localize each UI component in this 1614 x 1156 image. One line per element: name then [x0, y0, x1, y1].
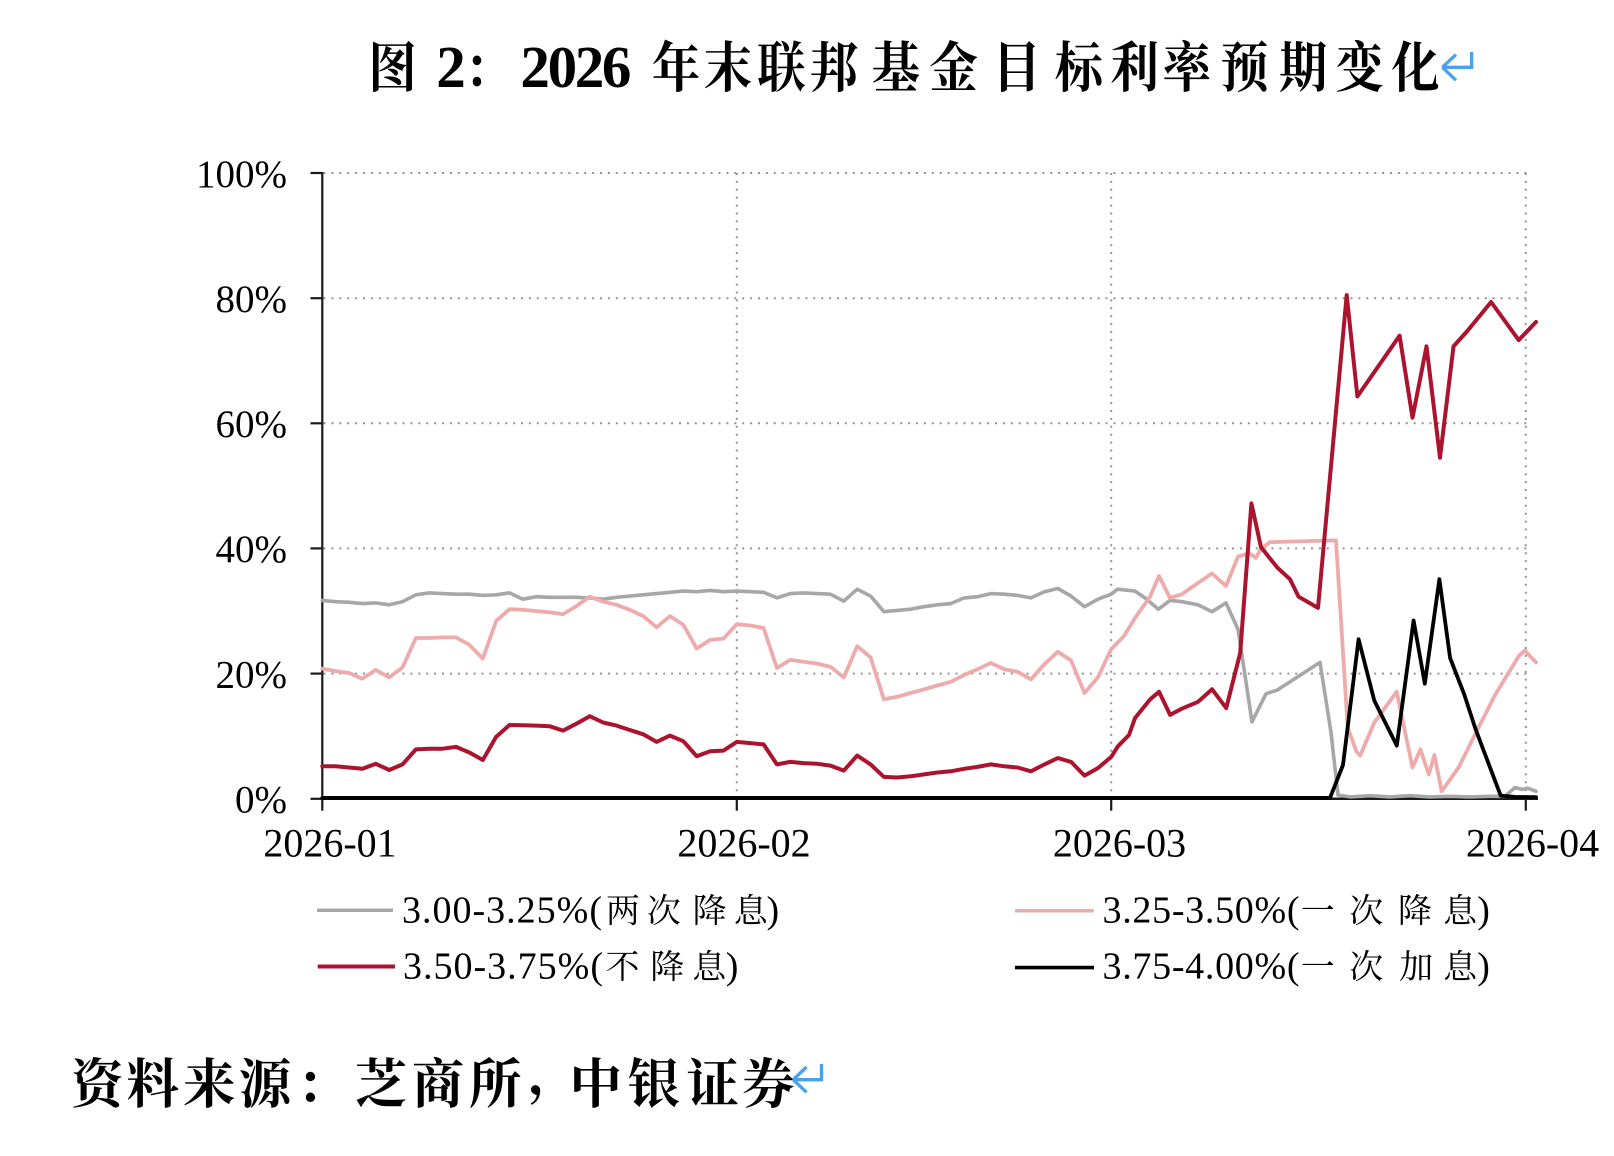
- svg-text:2026-03: 2026-03: [1053, 821, 1186, 866]
- svg-text:2: 2: [436, 34, 466, 100]
- svg-text:): ): [767, 890, 780, 932]
- svg-text:3.00-3.25%(: 3.00-3.25%(: [402, 890, 602, 932]
- svg-text:3.75-4.00%(: 3.75-4.00%(: [1103, 946, 1300, 988]
- svg-text:2026-02: 2026-02: [677, 821, 810, 866]
- svg-text:60%: 60%: [216, 403, 288, 446]
- svg-text:2026: 2026: [520, 34, 631, 100]
- svg-text:20%: 20%: [216, 653, 288, 696]
- svg-text:100%: 100%: [196, 153, 287, 196]
- svg-text:2026-04: 2026-04: [1466, 821, 1599, 866]
- svg-text:80%: 80%: [216, 278, 288, 321]
- svg-text:): ): [1477, 890, 1490, 932]
- svg-text:): ): [1477, 946, 1490, 988]
- svg-text:0%: 0%: [235, 779, 287, 822]
- svg-text:3.50-3.75%(: 3.50-3.75%(: [403, 946, 603, 988]
- svg-text:40%: 40%: [216, 528, 288, 571]
- svg-text:2026-01: 2026-01: [263, 821, 396, 866]
- svg-text:): ): [726, 946, 739, 988]
- svg-text:3.25-3.50%(: 3.25-3.50%(: [1103, 890, 1300, 932]
